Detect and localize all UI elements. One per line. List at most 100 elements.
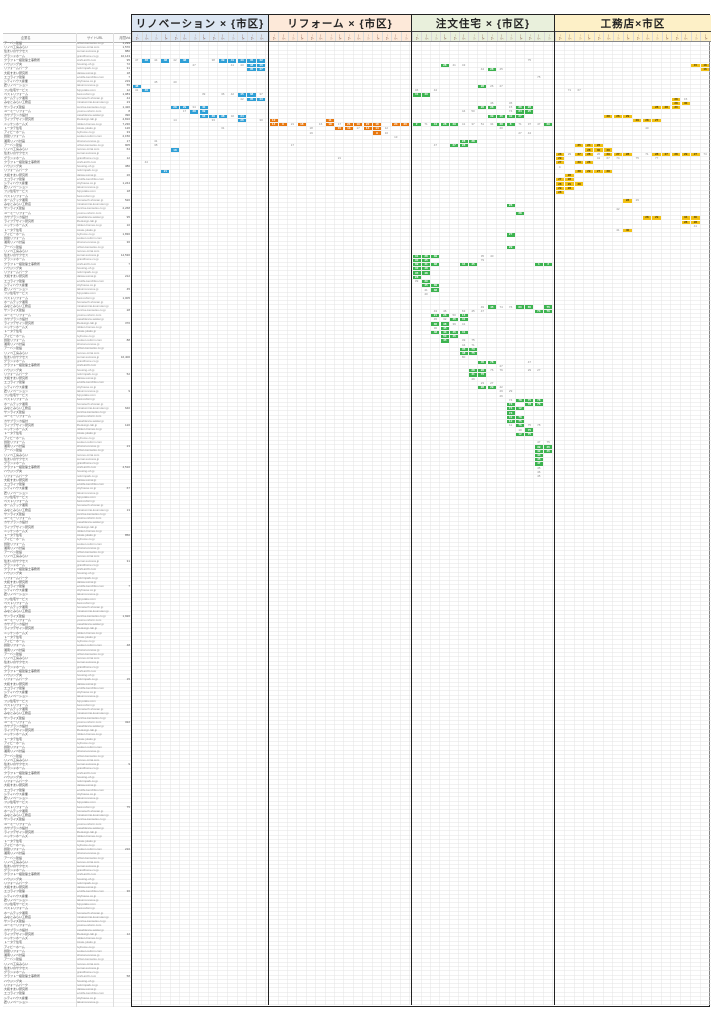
table-row[interactable]: サンライズ建設 sunrise-kensetsu.co.jp (3, 716, 131, 720)
rank-cell-plain[interactable]: 41 (616, 229, 620, 233)
rank-cell-filled[interactable]: 27 (555, 178, 564, 182)
rank-cell-filled[interactable]: 28 (584, 161, 593, 165)
rank-cell-filled[interactable]: 38 (497, 123, 506, 127)
rank-cell-plain[interactable]: 44 (461, 110, 466, 114)
rank-cell-filled[interactable]: 45 (422, 284, 430, 288)
rank-cell-plain[interactable]: 17 (290, 144, 295, 148)
table-row[interactable]: リノベ工房みらい renove-mirai.com (3, 249, 131, 253)
rank-cell-plain[interactable]: 29 (508, 390, 513, 394)
rank-cell-filled[interactable]: 27 (652, 118, 661, 122)
rank-cell-plain[interactable]: 44 (144, 161, 148, 165)
rank-cell-filled[interactable]: 39 (534, 445, 543, 449)
city-column-header[interactable]: ワ→ (132, 32, 142, 41)
rank-cell-plain[interactable]: 43 (240, 63, 244, 67)
table-row[interactable]: フジ住宅サービス fuji-jutaku.com (3, 597, 131, 601)
rank-cell-filled[interactable]: 76 (534, 402, 543, 407)
rank-cell-plain[interactable]: 30 (259, 118, 263, 122)
table-row[interactable]: ライフデザイン研究所 lifedesign-lab.jp (3, 626, 131, 630)
table-row[interactable]: アーバン建設 urban-kensetsu.co.jp (3, 245, 131, 249)
rank-cell-plain[interactable]: 50 (471, 110, 475, 114)
table-row[interactable]: アイビーホーム ivyhome.co.jp (3, 436, 131, 440)
table-row[interactable]: リフォームパーク reformpark.co.jp (3, 474, 131, 478)
rank-cell-plain[interactable]: 79 (480, 258, 485, 262)
rank-cell-filled[interactable]: 28 (555, 182, 564, 186)
rank-cell-plain[interactable]: 32 (230, 114, 235, 118)
rank-cell-plain[interactable]: 47 (527, 360, 532, 364)
table-row[interactable]: リノベ工房みらい renove-mirai.com (3, 351, 131, 355)
city-column-header[interactable]: テー (256, 32, 266, 41)
table-row[interactable]: トータテ住宅 totate-jutaku.jp (3, 839, 131, 843)
rank-cell-plain[interactable]: 45 (433, 318, 438, 322)
rank-cell-filled[interactable]: 28 (555, 190, 564, 195)
rank-cell-filled[interactable]: 73 (469, 347, 477, 352)
table-row[interactable]: 湘南リノベ計画 shonan-renove.jp 17 (3, 139, 131, 143)
table-row[interactable]: エコライフ建築 ecolife-kenchiku.com (3, 686, 131, 690)
city-column-header[interactable]: テー (179, 32, 190, 41)
city-column-header[interactable]: テー (278, 32, 287, 41)
rank-cell-filled[interactable]: 26 (478, 106, 487, 110)
rank-cell-filled[interactable]: 29 (574, 161, 584, 165)
table-row[interactable]: クラフト一級建築士事務所 craft-archi.com 58 (3, 974, 131, 978)
rank-cell-filled[interactable]: 28 (487, 106, 496, 110)
table-row[interactable]: リノベ工房みらい renove-mirai.com (3, 860, 131, 864)
table-row[interactable]: リフォームパーク reformpark.co.jp 52 (3, 372, 131, 376)
rank-cell-filled[interactable]: 16 (700, 67, 710, 72)
rank-cell-filled[interactable]: 48 (247, 63, 256, 67)
table-row[interactable]: 住まいのサクセス sumai-success.jp 31 (3, 559, 131, 563)
rank-cell-filled[interactable]: 43 (440, 330, 449, 335)
table-row[interactable]: 住まいのサクセス sumai-success.jp (3, 457, 131, 461)
table-row[interactable]: アーバン建設 urban-kensetsu.co.jp 905 (3, 143, 131, 147)
rank-cell-plain[interactable]: 41 (135, 89, 139, 93)
table-row[interactable]: 湘南リノベ計画 shonan-renove.jp (3, 648, 131, 652)
table-row[interactable]: ユーミーリフォーム youme-reform.com (3, 822, 131, 826)
rank-cell-filled[interactable]: 41 (459, 318, 468, 322)
rank-cell-plain[interactable]: 46 (537, 470, 541, 474)
table-row[interactable]: ベストリフォーム best-reform.jp (3, 499, 131, 503)
table-row[interactable]: 湘南リノベ計画 shonan-renove.jp (3, 342, 131, 346)
rank-cell-filled[interactable]: 27 (662, 152, 671, 156)
table-row[interactable]: アーバン建設 urban-kensetsu.co.jp (3, 754, 131, 758)
table-row[interactable]: サンライズ建設 sunrise-kensetsu.co.jp 1,920 (3, 614, 131, 618)
rank-cell-filled[interactable]: 39 (218, 59, 227, 63)
rank-cell-filled[interactable]: 45 (247, 97, 256, 101)
rank-cell-filled[interactable]: 28 (574, 182, 584, 186)
table-row[interactable]: ホームテック湘南 hometech-shonan.jp (3, 503, 131, 507)
rank-cell-filled[interactable]: 75 (469, 352, 477, 356)
rank-cell-plain[interactable]: 76 (490, 369, 494, 373)
rank-cell-plain[interactable]: 74 (499, 305, 503, 309)
rank-cell-plain[interactable]: 39 (202, 93, 206, 97)
rank-cell-plain[interactable]: 41 (424, 288, 428, 292)
rank-cell-plain[interactable]: 23 (480, 381, 485, 385)
table-row[interactable]: トータテ住宅 totate-jutaku.jp 126 (3, 126, 131, 130)
rank-cell-filled[interactable]: 18 (700, 63, 710, 67)
rank-cell-filled[interactable]: 12 (516, 432, 524, 436)
table-row[interactable]: アイビーホーム ivyhome.co.jp 1,830 (3, 232, 131, 236)
table-row[interactable]: サンライズ建設 sunrise-kensetsu.co.jp (3, 919, 131, 923)
table-row[interactable]: アイビーホーム ivyhome.co.jp (3, 945, 131, 949)
table-row[interactable]: 湘南リノベ計画 shonan-renove.jp (3, 953, 131, 957)
city-column-header[interactable]: ッ→ (430, 32, 440, 41)
rank-cell-filled[interactable]: 48 (142, 59, 151, 63)
table-row[interactable]: 大和すまい研究所 daiwa-sumai.jp 212 (3, 274, 131, 278)
rank-cell-filled[interactable]: 39 (422, 279, 430, 284)
table-row[interactable]: 湘南リノベ計画 shonan-renove.jp 36 (3, 240, 131, 244)
rank-cell-filled[interactable]: 38 (218, 114, 227, 118)
city-column-header[interactable]: テー (534, 32, 543, 41)
rank-cell-filled[interactable]: 24 (516, 110, 524, 114)
rank-cell-plain[interactable]: 45 (537, 466, 541, 470)
table-row[interactable]: 大和すまい研究所 daiwa-sumai.jp 26 (3, 173, 131, 177)
rank-cell-plain[interactable]: 32 (443, 318, 447, 322)
rank-cell-filled[interactable]: 18 (373, 123, 381, 127)
rank-cell-filled[interactable]: 40 (199, 106, 208, 110)
table-row[interactable]: サンライズ建設 sunrise-kensetsu.co.jp (3, 410, 131, 414)
rank-cell-plain[interactable]: 41 (154, 139, 158, 144)
rank-cell-filled[interactable]: 48 (459, 352, 468, 356)
table-row[interactable]: 住まいのサクセス sumai-success.jp (3, 864, 131, 868)
rank-cell-filled[interactable]: 28 (604, 114, 613, 118)
table-row[interactable]: アーバン建設 urban-kensetsu.co.jp (3, 652, 131, 656)
rank-cell-filled[interactable]: 9 (279, 123, 287, 127)
rank-cell-plain[interactable]: 33 (211, 118, 215, 122)
table-row[interactable]: みなとみらい工務店 minatomirai-koumuten.jp (3, 711, 131, 715)
table-row[interactable]: アーバン建設 urban-kensetsu.co.jp (3, 550, 131, 554)
city-column-header[interactable]: ワ→ (306, 32, 316, 41)
